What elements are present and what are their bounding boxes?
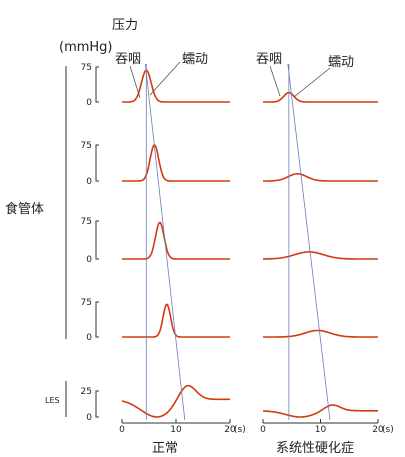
x-unit-label: (s): [234, 425, 246, 435]
peristalsis-label-ssc: 蠕动: [328, 55, 354, 70]
y-tick-label: 75: [81, 141, 92, 151]
y-axis-1: [95, 66, 99, 103]
ssc-label: 系统性硬化症: [276, 441, 354, 456]
x-tick-label: 10: [315, 425, 327, 435]
swallow-pointer: [129, 65, 141, 99]
x-tick-label: 0: [119, 425, 125, 435]
x-unit-label: (s): [382, 425, 394, 435]
y-tick-label: 0: [86, 98, 92, 108]
x-tick-label: 20: [372, 425, 384, 435]
y-axis-5: [95, 390, 99, 418]
unit-label: (mmHg): [59, 40, 113, 55]
y-tick-label: 0: [86, 255, 92, 265]
swallow-pointer: [269, 65, 281, 97]
y-axis-3: [95, 220, 99, 260]
x-tick-label: 20: [224, 425, 236, 435]
swallow-label-ssc: 吞咽: [256, 52, 282, 67]
pressure-trace-normal-3: [122, 221, 230, 260]
pressure-trace-ssc-4: [263, 329, 378, 338]
peristalsis-pointer: [149, 61, 181, 96]
pressure-trace-ssc-1: [263, 91, 378, 103]
y-tick-label: 0: [86, 333, 92, 343]
y-tick-label: 75: [81, 217, 92, 227]
pressure-label: 压力: [112, 18, 138, 33]
pressure-trace-normal-5: [121, 384, 230, 418]
x-tick-label: 10: [170, 425, 182, 435]
pressure-trace-ssc-5: [263, 404, 378, 418]
normal-label: 正常: [152, 441, 178, 456]
pressure-trace-normal-4: [122, 303, 230, 338]
y-tick-label: 0: [86, 177, 92, 187]
esophageal-body-label: 食管体: [5, 201, 44, 217]
y-tick-label: 25: [81, 387, 92, 397]
y-tick-label: 75: [81, 298, 92, 308]
y-axis-2: [95, 144, 99, 182]
pressure-trace-ssc-3: [263, 251, 378, 260]
peristalsis-guide-line: [144, 63, 186, 421]
pressure-trace-normal-1: [122, 69, 230, 103]
pressure-trace-ssc-2: [263, 173, 378, 182]
les-label: LES: [45, 396, 60, 405]
y-axis-4: [95, 301, 99, 338]
peristalsis-label-normal: 蠕动: [182, 52, 208, 67]
peristalsis-guide-line: [287, 63, 331, 421]
x-tick-label: 0: [260, 425, 266, 435]
y-tick-label: 75: [81, 63, 92, 73]
peristalsis-pointer: [293, 67, 331, 98]
pressure-trace-normal-2: [122, 144, 230, 182]
swallow-label-normal: 吞咽: [115, 52, 141, 67]
y-tick-label: 0: [86, 413, 92, 423]
